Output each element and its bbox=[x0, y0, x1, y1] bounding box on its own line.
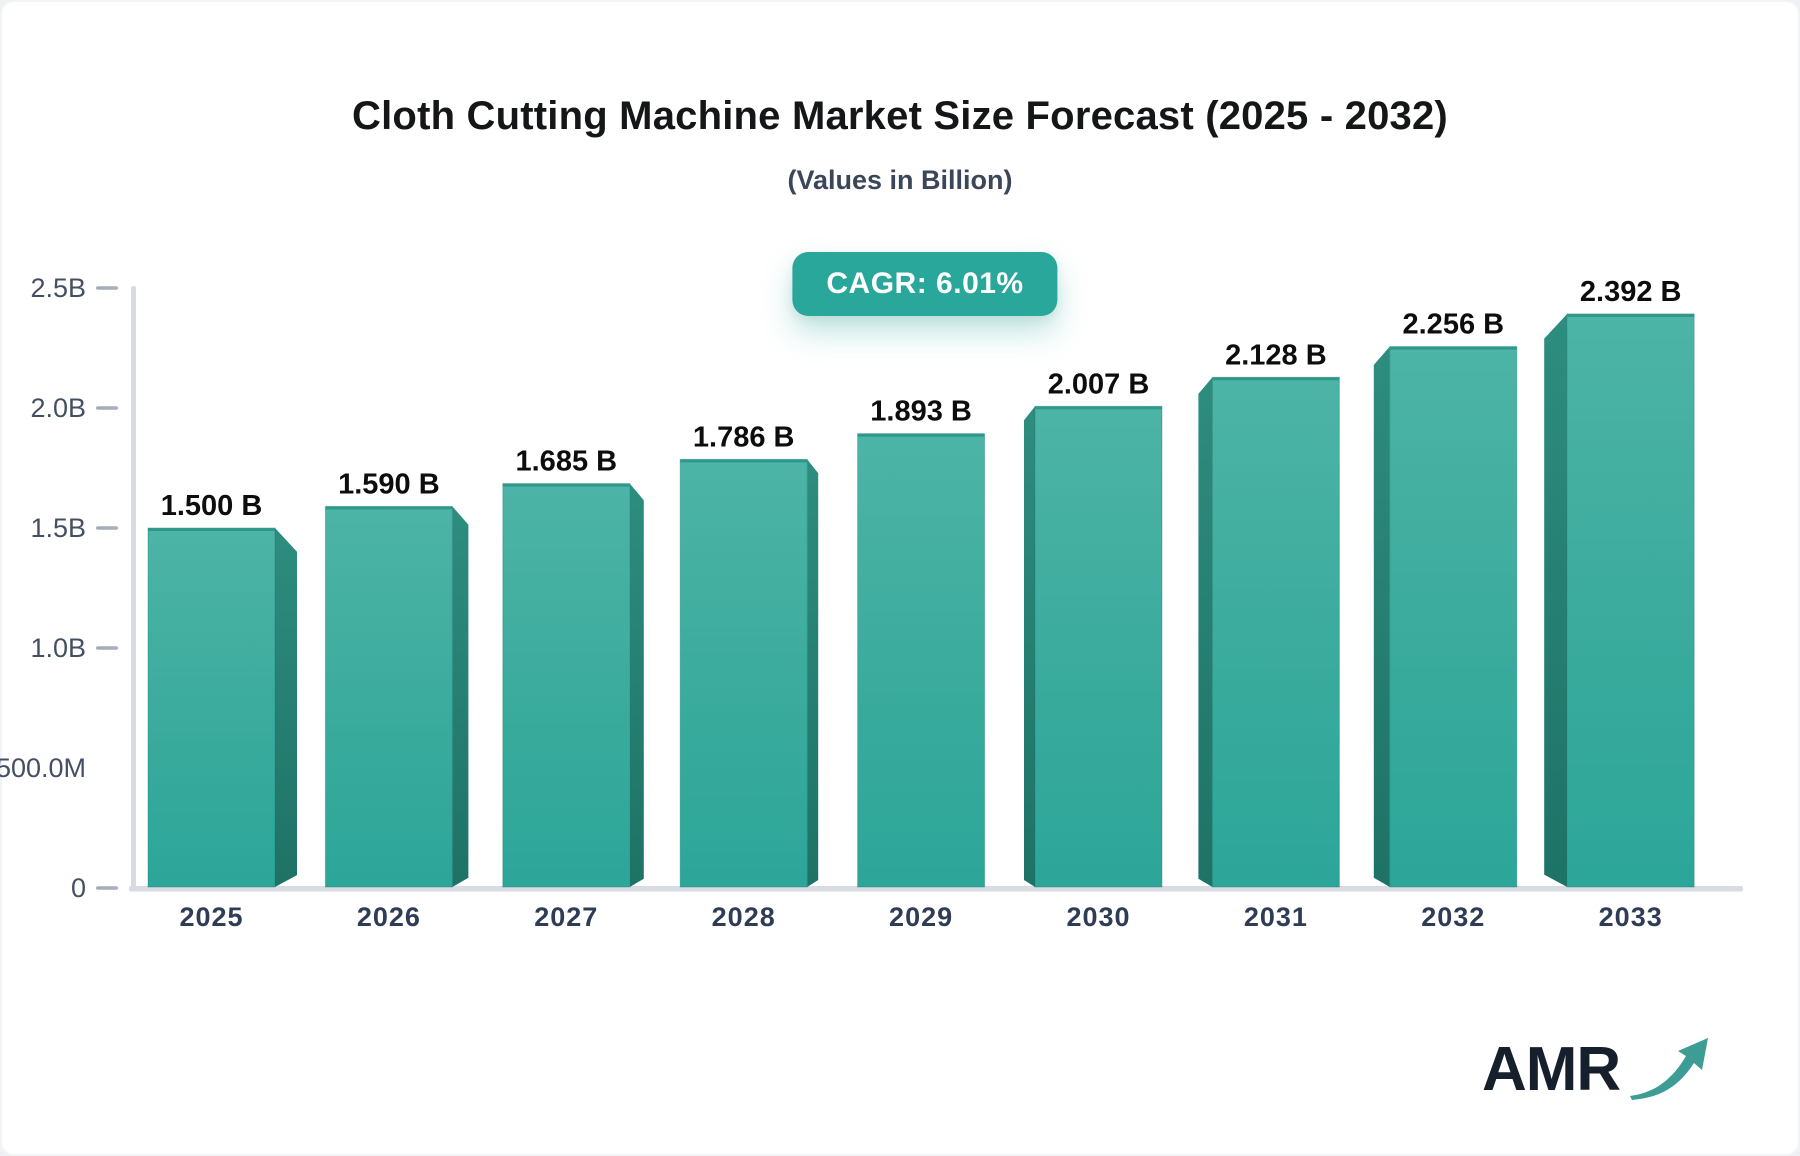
y-tick-dash bbox=[96, 406, 118, 410]
bar-value-label: 2.007 B bbox=[1048, 368, 1150, 400]
bar-side-panel bbox=[1544, 313, 1568, 887]
bar-2029 bbox=[857, 433, 986, 888]
bar-2033 bbox=[1566, 313, 1695, 888]
bar-top-edge bbox=[1567, 313, 1695, 317]
bar-side-panel bbox=[1373, 346, 1390, 887]
y-tick-label: 0 bbox=[71, 873, 86, 903]
y-tick-dash bbox=[96, 286, 118, 290]
y-tick-label: 1.5B bbox=[30, 513, 86, 543]
bar-side-panel bbox=[275, 528, 297, 887]
bar-top-edge bbox=[1035, 406, 1162, 410]
y-tick-dash bbox=[96, 646, 118, 650]
bar-2025 bbox=[147, 527, 276, 888]
x-axis-label: 2029 bbox=[889, 902, 953, 932]
bar-value-label: 2.256 B bbox=[1403, 309, 1505, 341]
bar-top-edge bbox=[325, 506, 453, 510]
bar-2028 bbox=[679, 458, 808, 888]
x-axis-label: 2028 bbox=[712, 902, 776, 932]
bar-top-edge bbox=[1389, 346, 1517, 350]
bar-2030 bbox=[1034, 405, 1163, 888]
x-axis-line bbox=[129, 886, 1743, 892]
bar-value-label: 2.392 B bbox=[1580, 276, 1682, 308]
bar-top-edge bbox=[857, 433, 985, 437]
bar-top-edge bbox=[502, 483, 630, 487]
x-axis-label: 2026 bbox=[357, 902, 421, 932]
bar-2026 bbox=[324, 505, 453, 888]
bar-side-panel bbox=[1024, 406, 1035, 887]
bar-value-label: 2.128 B bbox=[1225, 339, 1327, 371]
chart-subtitle: (Values in Billion) bbox=[787, 165, 1013, 195]
bar-2032 bbox=[1389, 346, 1518, 888]
bar-value-label: 1.893 B bbox=[870, 396, 972, 428]
bar-side-panel bbox=[629, 483, 644, 887]
bar-side-panel bbox=[807, 459, 819, 887]
chart-title: Cloth Cutting Machine Market Size Foreca… bbox=[352, 94, 1448, 138]
x-axis-label: 2030 bbox=[1066, 902, 1130, 932]
bar-2027 bbox=[502, 483, 631, 888]
y-tick-dash bbox=[96, 886, 118, 890]
y-tick-label: 500.0M bbox=[0, 753, 86, 783]
bar-side-panel bbox=[452, 506, 469, 887]
growth-arrow-icon bbox=[1630, 1038, 1708, 1100]
bar-top-edge bbox=[1212, 377, 1340, 381]
bar-value-label: 1.786 B bbox=[693, 421, 795, 453]
x-axis-label: 2032 bbox=[1421, 902, 1485, 932]
bar-value-label: 1.590 B bbox=[338, 468, 440, 500]
y-tick-label: 1.0B bbox=[30, 633, 86, 663]
bar-2031 bbox=[1211, 376, 1340, 888]
y-tick-dash bbox=[96, 526, 118, 530]
bar-value-label: 1.685 B bbox=[516, 446, 618, 478]
bar-side-panel bbox=[1198, 377, 1213, 887]
y-tick-label: 2.0B bbox=[30, 393, 86, 423]
amr-logo-text: AMR bbox=[1482, 1035, 1621, 1104]
bar-top-edge bbox=[680, 459, 808, 463]
x-axis-label: 2031 bbox=[1244, 902, 1308, 932]
amr-logo: AMR bbox=[1482, 1030, 1712, 1110]
bar-top-edge bbox=[148, 528, 275, 531]
x-axis-label: 2027 bbox=[534, 902, 598, 932]
bar-value-label: 1.500 B bbox=[161, 490, 263, 522]
y-tick-label: 2.5B bbox=[30, 273, 86, 303]
x-axis-label: 2025 bbox=[179, 902, 243, 932]
x-axis-label: 2033 bbox=[1599, 902, 1663, 932]
cagr-badge: CAGR: 6.01% bbox=[792, 252, 1058, 316]
y-axis-line bbox=[131, 286, 136, 890]
